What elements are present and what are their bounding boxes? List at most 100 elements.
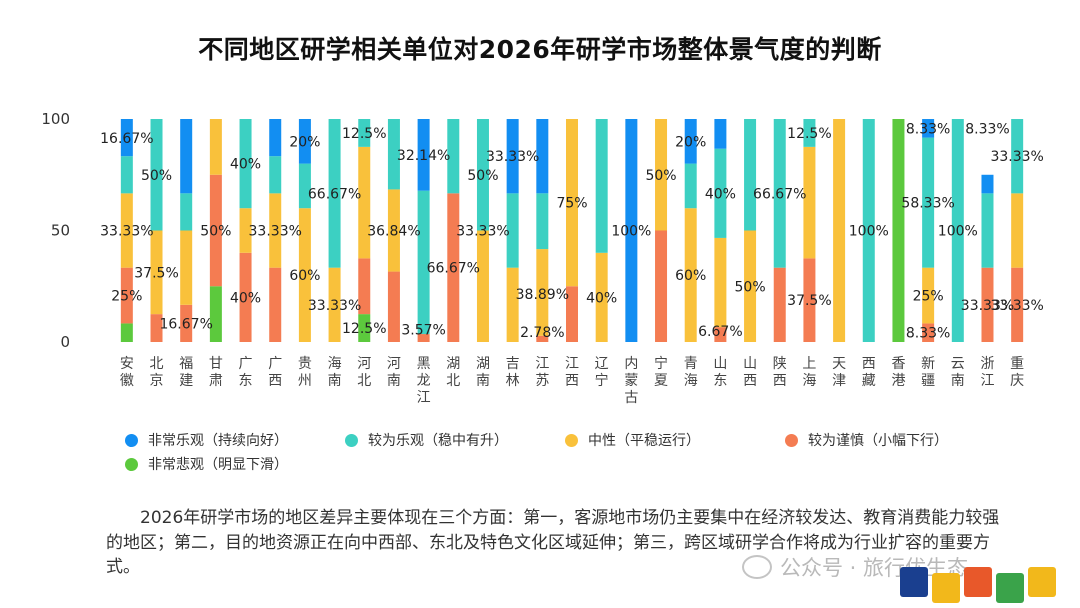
bar-segment	[981, 174, 994, 194]
x-tick-label: 河南	[387, 356, 401, 389]
data-label: 25%	[111, 289, 142, 305]
bar-segment	[180, 304, 193, 342]
x-tick-label: 新疆	[921, 356, 935, 389]
data-label: 40%	[230, 157, 261, 173]
bar-segment	[239, 252, 252, 342]
bar-segment	[358, 146, 371, 259]
bar-segment	[922, 267, 935, 324]
bar-segment	[506, 119, 519, 194]
bar-segment	[684, 119, 697, 164]
bar-segment	[803, 258, 816, 342]
x-tick-label: 海南	[328, 356, 342, 389]
data-label: 33.33%	[961, 298, 1014, 314]
x-tick-label: 内蒙古	[624, 356, 638, 406]
seal-stamp	[1028, 567, 1056, 597]
data-label: 50%	[467, 168, 498, 184]
bar-segment	[120, 119, 133, 157]
bar-segment	[536, 335, 549, 342]
bar-segment	[298, 163, 311, 209]
data-label: 8.33%	[965, 121, 1009, 137]
summary-paragraph: 2026年研学市场的地区差异主要体现在三个方面：第一，客源地市场仍主要集中在经济…	[106, 508, 1000, 577]
bar-segment	[417, 334, 430, 342]
bar-segment	[417, 119, 430, 191]
data-label: 6.67%	[698, 324, 742, 340]
x-tick-label: 青海	[684, 356, 698, 389]
x-tick-label: 云南	[951, 356, 965, 389]
x-tick-label: 河北	[357, 356, 371, 389]
data-label: 66.67%	[308, 186, 361, 202]
bar-segment	[684, 208, 697, 342]
bar-segment	[417, 190, 430, 335]
data-label: 8.33%	[906, 121, 950, 137]
data-label: 100%	[849, 224, 889, 240]
data-label: 33.33%	[249, 224, 302, 240]
bar-segment	[269, 193, 282, 268]
bar-segment	[120, 156, 133, 194]
data-label: 75%	[556, 196, 587, 212]
data-label: 33.33%	[486, 149, 539, 165]
x-tick-label: 安徽	[120, 356, 134, 389]
legend-dot-icon	[565, 433, 578, 447]
bar-segment	[714, 237, 727, 328]
legend-label: 非常乐观（持续向好）	[148, 433, 288, 449]
legend-dot-icon	[345, 433, 358, 447]
bar-segment	[714, 119, 727, 149]
x-tick-label: 陕西	[773, 356, 787, 389]
bar-segment	[1011, 119, 1024, 194]
x-tick-label: 广东	[239, 356, 253, 389]
bar-segment	[120, 193, 133, 268]
seal-logo	[900, 565, 1070, 605]
bar-segment	[833, 119, 846, 342]
bar-segment	[803, 119, 816, 147]
bar-segment	[180, 230, 193, 305]
bar-segment	[922, 137, 935, 268]
x-tick-label: 广西	[268, 356, 282, 389]
bar-segment	[150, 119, 163, 231]
data-label: 12.5%	[342, 321, 386, 337]
bar-segment	[180, 193, 193, 231]
x-tick-label: 重庆	[1010, 356, 1024, 389]
bar-segment	[981, 267, 994, 342]
bar-segment	[476, 230, 489, 342]
bar-segment	[1011, 267, 1024, 342]
x-tick-label: 江西	[565, 356, 579, 389]
seal-stamp	[964, 567, 992, 597]
data-label: 33.33%	[456, 224, 509, 240]
bar-segment	[536, 193, 549, 250]
bar-segment	[209, 286, 222, 342]
x-tick-label: 吉林	[506, 356, 520, 389]
bar-segment	[328, 267, 341, 342]
data-label: 16.67%	[100, 131, 153, 147]
data-label: 66.67%	[753, 186, 806, 202]
data-label: 50%	[735, 279, 766, 295]
legend-item-optimistic: 较为乐观（稳中有升）	[345, 430, 508, 450]
legend-item-very-pessimistic: 非常悲观（明显下滑）	[125, 454, 288, 474]
bar-segment	[1011, 193, 1024, 268]
x-tick-label: 辽宁	[595, 356, 609, 389]
bar-segment	[358, 119, 371, 147]
x-tick-label: 北京	[150, 356, 164, 389]
legend-item-cautious: 较为谨慎（小幅下行）	[785, 430, 948, 450]
legend-label: 较为谨慎（小幅下行）	[808, 433, 948, 449]
data-label: 12.5%	[342, 126, 386, 142]
data-label: 33.33%	[308, 298, 361, 314]
legend-dot-icon	[785, 433, 798, 447]
data-label: 32.14%	[397, 148, 450, 164]
bar-segment	[150, 314, 163, 342]
bar-segment	[773, 119, 786, 268]
legend-item-neutral: 中性（平稳运行）	[565, 430, 700, 450]
chart-title: 不同地区研学相关单位对2026年研学市场整体景气度的判断	[198, 35, 882, 64]
bar-segment	[595, 252, 608, 342]
legend-item-very-optimistic: 非常乐观（持续向好）	[125, 430, 288, 450]
bar-segment	[269, 156, 282, 194]
y-tick-label: 50	[51, 222, 70, 240]
x-tick-label: 江苏	[535, 356, 549, 389]
x-tick-label: 甘肃	[209, 356, 223, 389]
bar-segment	[269, 267, 282, 342]
y-tick-label: 0	[60, 333, 70, 351]
x-tick-label: 湖南	[476, 356, 490, 389]
bar-segment	[387, 119, 400, 190]
x-tick-label: 上海	[802, 356, 816, 389]
data-label: 40%	[705, 186, 736, 202]
